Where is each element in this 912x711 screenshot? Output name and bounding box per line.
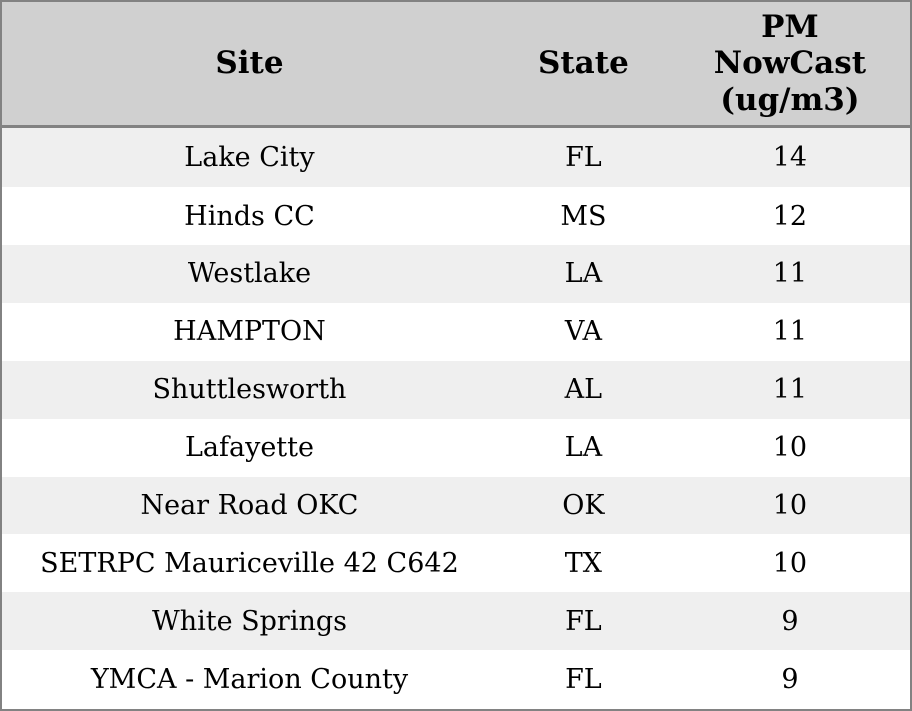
site-cell: Westlake xyxy=(1,245,497,303)
state-cell: FL xyxy=(496,650,670,710)
table-row: Westlake LA 11 xyxy=(1,245,911,303)
pm-value-cell: 9 xyxy=(669,592,911,651)
table-row: Near Road OKC OK 10 xyxy=(1,476,911,535)
table-row: Hinds CC MS 12 xyxy=(1,187,911,246)
site-cell: White Springs xyxy=(1,592,497,651)
site-cell: Near Road OKC xyxy=(1,476,497,535)
table-row: White Springs FL 9 xyxy=(1,592,911,651)
pm-value-cell: 10 xyxy=(669,534,911,593)
pm-value-cell: 11 xyxy=(669,302,911,361)
state-cell: LA xyxy=(496,418,670,477)
site-cell: SETRPC Mauriceville 42 C642 xyxy=(1,534,497,593)
table-row: YMCA - Marion County FL 9 xyxy=(1,650,911,710)
state-cell: FL xyxy=(496,592,670,651)
state-cell: OK xyxy=(496,476,670,535)
pm-value-cell: 11 xyxy=(669,360,911,419)
pm-value-cell: 14 xyxy=(669,126,911,188)
pm-value-cell: 9 xyxy=(669,650,911,710)
site-cell: Lake City xyxy=(1,126,497,188)
table-row: Lake City FL 14 xyxy=(1,126,911,188)
pm-value-cell: 10 xyxy=(669,476,911,535)
column-header-state: State xyxy=(496,1,670,128)
state-cell: VA xyxy=(496,302,670,361)
column-header-pm-nowcast: PM NowCast (ug/m3) xyxy=(669,1,911,128)
header-row: Site State PM NowCast (ug/m3) xyxy=(1,1,911,128)
site-cell: HAMPTON xyxy=(1,302,497,361)
state-cell: TX xyxy=(496,534,670,593)
state-cell: FL xyxy=(496,126,670,188)
state-cell: MS xyxy=(496,187,670,246)
pm-value-cell: 10 xyxy=(669,418,911,477)
column-header-site: Site xyxy=(1,1,497,128)
table-row: SETRPC Mauriceville 42 C642 TX 10 xyxy=(1,534,911,593)
table-row: HAMPTON VA 11 xyxy=(1,302,911,361)
site-cell: YMCA - Marion County xyxy=(1,650,497,710)
pm-value-cell: 11 xyxy=(669,245,911,303)
site-cell: Shuttlesworth xyxy=(1,360,497,419)
pm-value-cell: 12 xyxy=(669,187,911,246)
site-cell: Hinds CC xyxy=(1,187,497,246)
table-row: Shuttlesworth AL 11 xyxy=(1,360,911,419)
state-cell: AL xyxy=(496,360,670,419)
site-cell: Lafayette xyxy=(1,418,497,477)
state-cell: LA xyxy=(496,245,670,303)
table-row: Lafayette LA 10 xyxy=(1,418,911,477)
